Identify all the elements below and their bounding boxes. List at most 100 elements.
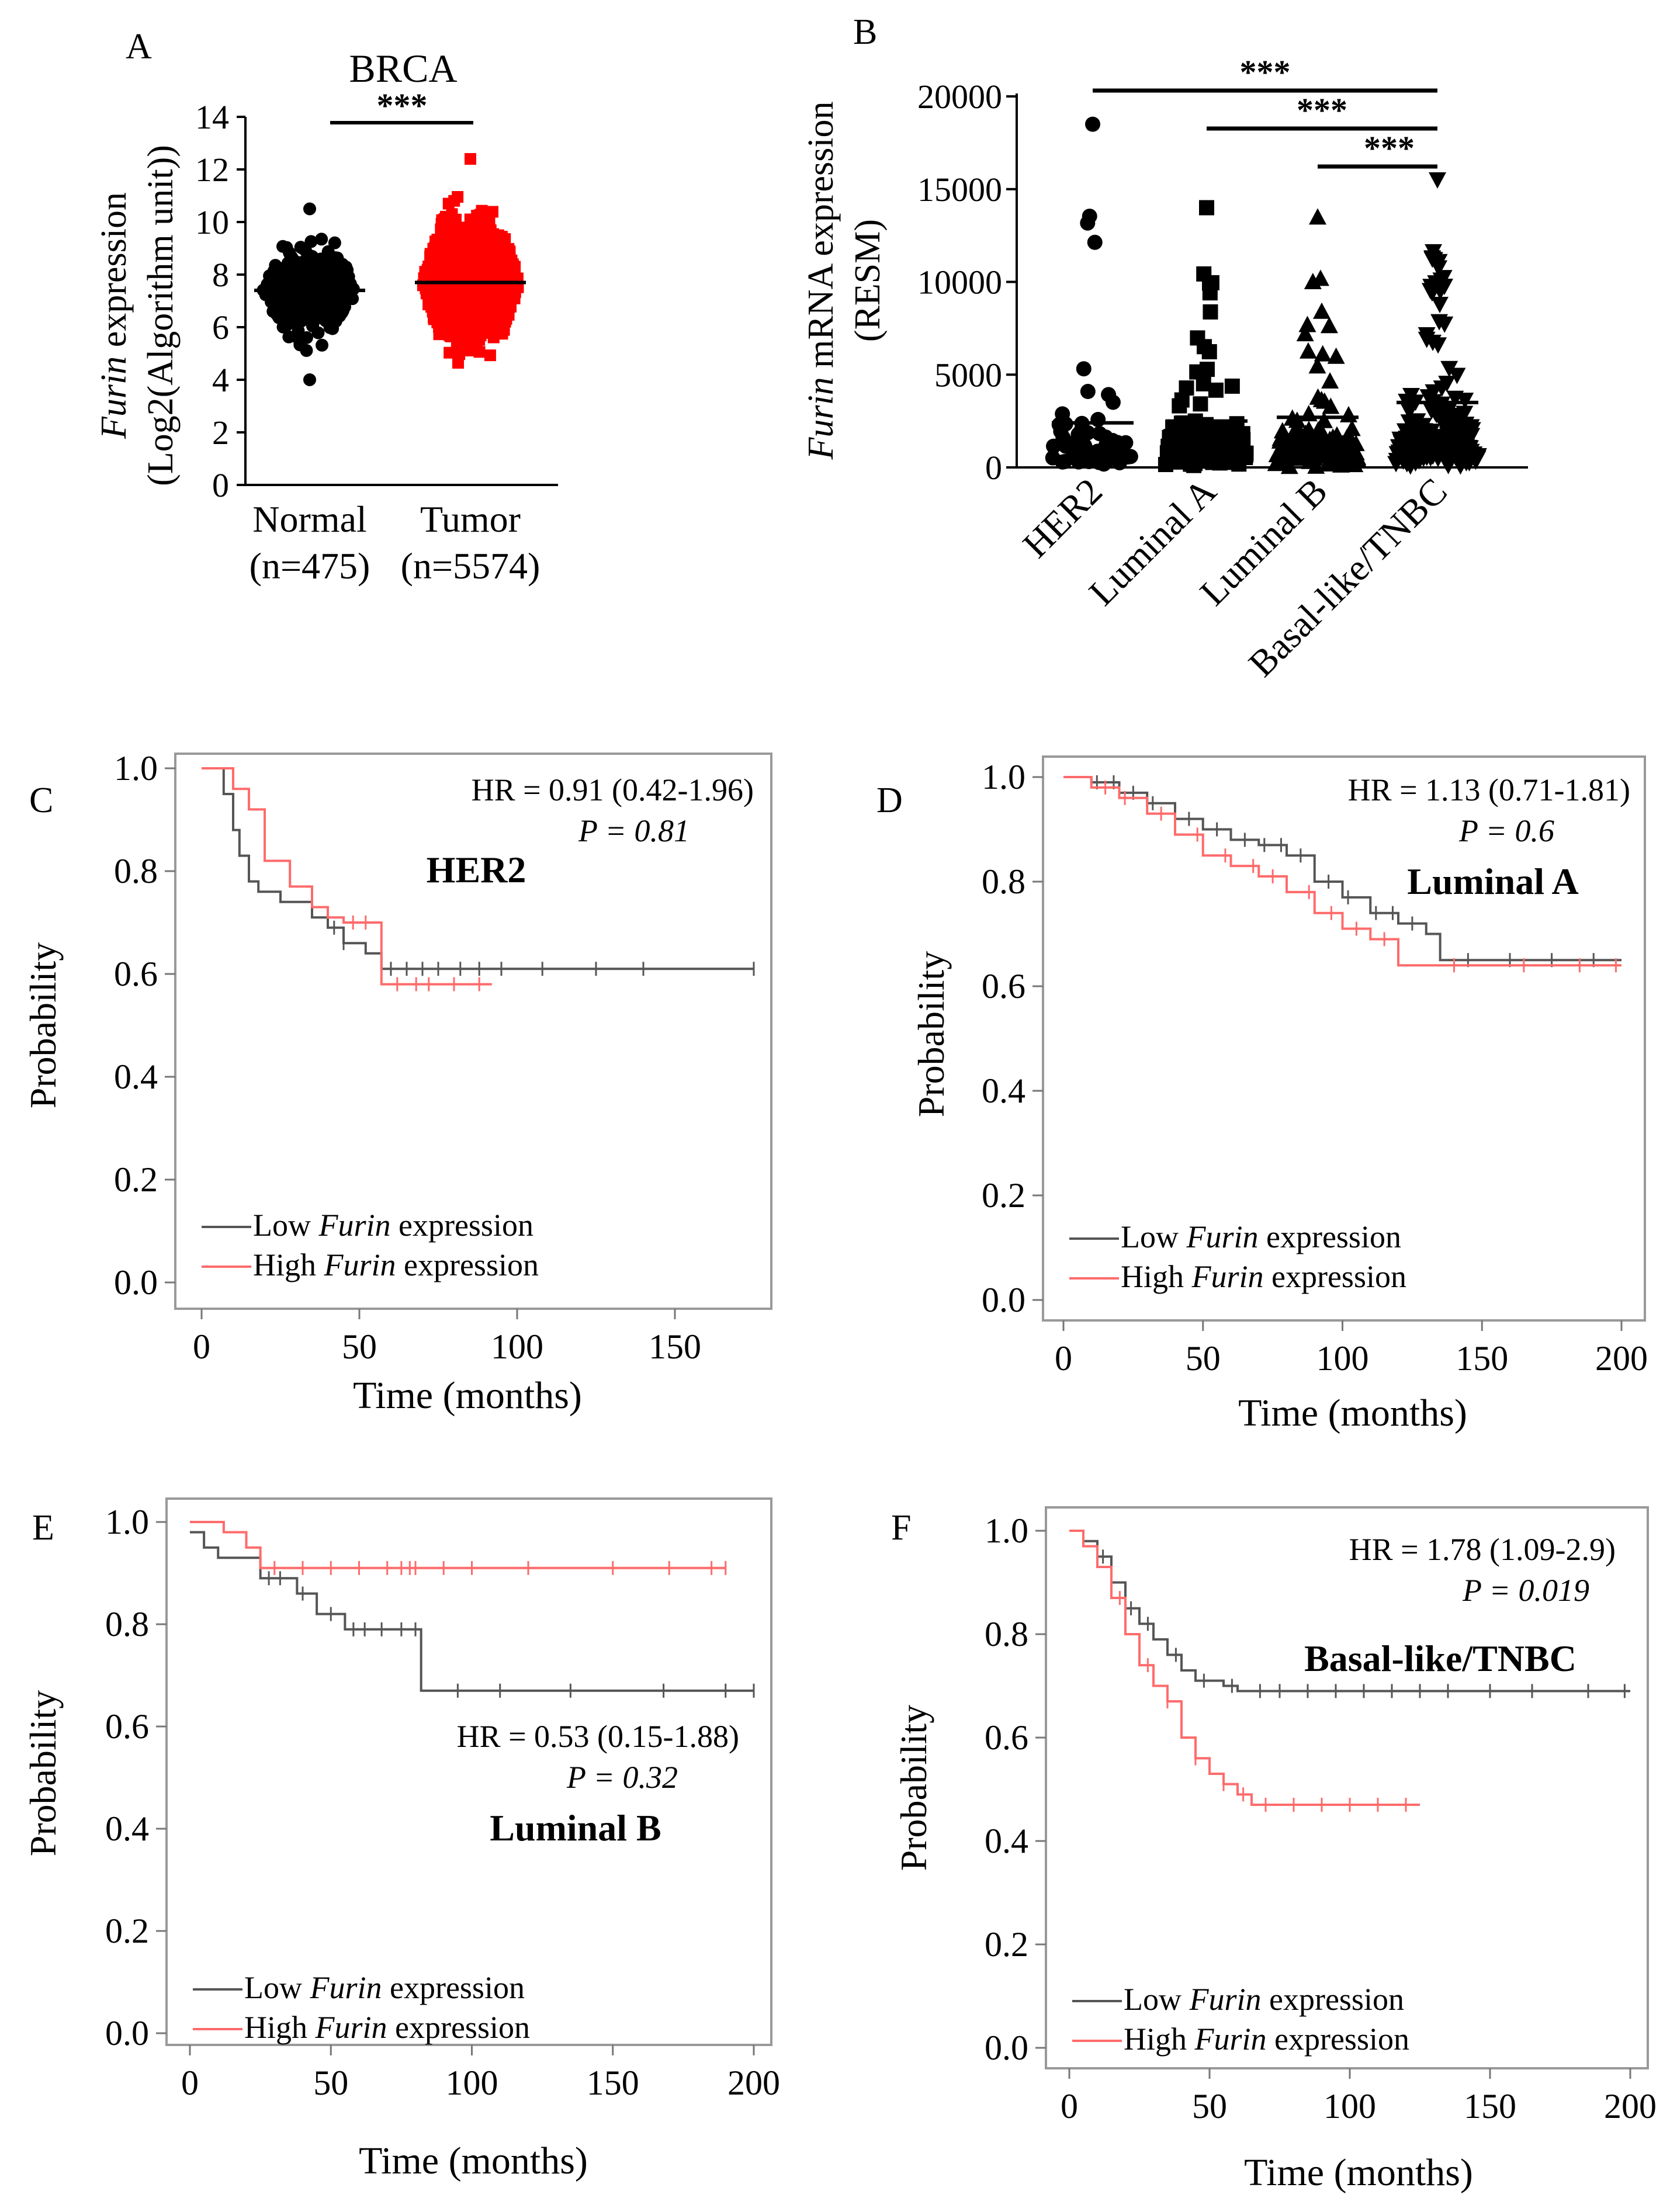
data-point — [1457, 439, 1475, 456]
data-point — [1090, 412, 1106, 428]
data-point — [443, 346, 456, 359]
data-point — [1101, 387, 1117, 403]
x-tick-label-tumor: Tumor — [420, 498, 521, 540]
legend-gene: Furin — [315, 2010, 387, 2045]
p-value-label: P = 0.019 — [1462, 1573, 1589, 1608]
panel-e: E 0.0 0.2 0.4 0.6 0.8 1.0 0 50 100 150 200 Probabil… — [22, 1497, 780, 2182]
data-point — [434, 268, 446, 280]
y-tick-label: 0.2 — [982, 1176, 1025, 1215]
data-point — [276, 299, 289, 312]
data-point — [302, 255, 315, 269]
chart-title: Luminal B — [490, 1807, 661, 1849]
legend-gene: Furin — [1186, 1219, 1258, 1254]
data-point — [1296, 325, 1314, 342]
data-point — [308, 271, 321, 285]
x-tick-label: 50 — [1192, 2087, 1227, 2126]
p-value-label: P = 0.6 — [1458, 813, 1554, 848]
data-point — [443, 251, 455, 263]
data-point — [1314, 345, 1332, 362]
legend-prefix: High — [244, 2010, 316, 2045]
data-point — [1291, 422, 1309, 439]
chart-title: Luminal A — [1407, 861, 1578, 902]
data-point — [1321, 372, 1339, 389]
data-point — [1280, 457, 1298, 474]
data-point — [1058, 438, 1074, 454]
data-point — [273, 266, 287, 279]
x-axis-label: Time (months) — [1244, 2151, 1473, 2194]
data-point — [439, 299, 452, 311]
data-point — [1080, 384, 1096, 400]
data-point — [303, 202, 316, 216]
survival-curve — [190, 1521, 726, 1569]
x-tick-label: Basal-like/TNBC — [1241, 470, 1455, 685]
survival-curve — [190, 1531, 754, 1692]
data-point — [1076, 361, 1092, 377]
data-point — [1174, 392, 1190, 408]
data-point — [1327, 347, 1345, 364]
data-point — [436, 232, 449, 244]
legend-gene: Furin — [318, 1208, 390, 1243]
panel-letter-f: F — [891, 1508, 911, 1548]
panel-letter-a: A — [126, 27, 152, 67]
y-axis-label: Probability — [910, 951, 952, 1117]
data-point — [1288, 411, 1306, 428]
legend-suffix: expression — [391, 1208, 533, 1243]
data-point — [299, 298, 312, 311]
y-tick-label: 0.6 — [982, 967, 1025, 1006]
x-tick-label: 200 — [1595, 1339, 1648, 1378]
y-axis-label: Furin expression — [94, 192, 134, 439]
plot-frame — [1042, 755, 1646, 1322]
data-point — [433, 328, 445, 341]
legend: Low Furin expression High Furin expressio… — [202, 1208, 539, 1282]
data-point — [444, 330, 456, 342]
legend-prefix: Low — [1121, 1219, 1186, 1254]
data-point — [490, 318, 503, 331]
data-point — [1208, 382, 1224, 398]
data-point — [1432, 272, 1450, 289]
hazard-ratio-label: HR = 1.13 (0.71-1.81) — [1348, 772, 1630, 807]
data-point — [484, 349, 496, 362]
data-point — [1070, 454, 1086, 470]
data-point — [1433, 380, 1451, 397]
data-point — [1414, 418, 1432, 435]
y-tick-label: 0.8 — [982, 862, 1025, 901]
data-point — [1080, 215, 1096, 231]
legend-prefix: High — [253, 1247, 324, 1282]
data-point — [1456, 405, 1474, 422]
y-ticks: 0 2 4 6 8 10 12 14 — [195, 98, 245, 504]
x-tick-label: 50 — [342, 1327, 377, 1366]
data-point — [1431, 296, 1449, 313]
data-point — [1203, 304, 1218, 320]
data-point — [1193, 396, 1208, 412]
data-point — [311, 326, 325, 339]
data-point — [1207, 434, 1223, 450]
data-point — [1400, 404, 1418, 421]
data-point — [472, 230, 484, 242]
series-high-furin — [190, 1521, 727, 1575]
y-tick-label: 0.2 — [985, 1925, 1028, 1964]
y-tick-label: 1.0 — [114, 749, 158, 788]
data-point — [1402, 387, 1420, 404]
data-point — [464, 344, 476, 356]
legend-prefix: High — [1121, 1259, 1192, 1294]
data-point — [1053, 424, 1069, 439]
data-point — [1437, 453, 1455, 470]
y-tick-label: 12 — [195, 151, 229, 189]
x-tick-label: 50 — [1186, 1339, 1221, 1378]
x-axis-label: Time (months) — [353, 1374, 582, 1417]
data-point — [1406, 455, 1425, 472]
x-tick-label: 150 — [587, 2064, 639, 2102]
plot-frame — [1045, 1506, 1649, 2069]
x-tick-label-normal: Normal — [252, 498, 367, 540]
data-point — [339, 262, 353, 276]
data-point — [480, 289, 493, 301]
legend-entry: Low Furin expression — [253, 1208, 533, 1243]
data-point — [328, 236, 341, 249]
data-point — [1089, 451, 1105, 467]
data-point — [1238, 445, 1254, 461]
data-point — [1322, 397, 1340, 414]
data-point — [1436, 410, 1454, 427]
y-tick-label: 0.4 — [985, 1822, 1028, 1860]
legend-suffix: expression — [1262, 1982, 1404, 2017]
